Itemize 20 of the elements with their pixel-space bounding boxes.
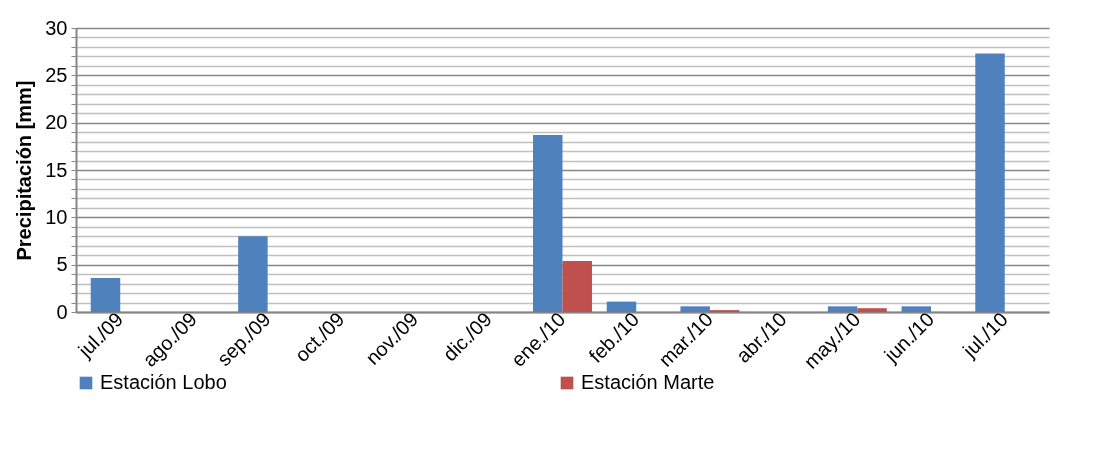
y-tick-label: 20 [45,111,68,134]
y-tick-label: 0 [56,300,68,323]
bar [680,306,710,312]
bar [562,260,592,312]
bar [975,53,1005,312]
bar [827,306,858,312]
y-axis-title: Precipitación [mm] [13,80,36,261]
y-tick-label: 15 [45,158,68,181]
bar [238,236,268,312]
y-tick-label: 10 [45,205,68,228]
legend-label: Estación Marte [581,371,715,393]
bar [533,134,563,312]
y-tick-label: 25 [45,63,68,86]
y-tick-label: 30 [45,16,68,39]
bar [857,308,887,312]
y-tick-label: 5 [56,253,68,276]
bar [90,277,121,312]
bar [606,301,637,312]
bar [901,306,932,312]
legend-label: Estación Lobo [100,371,227,393]
